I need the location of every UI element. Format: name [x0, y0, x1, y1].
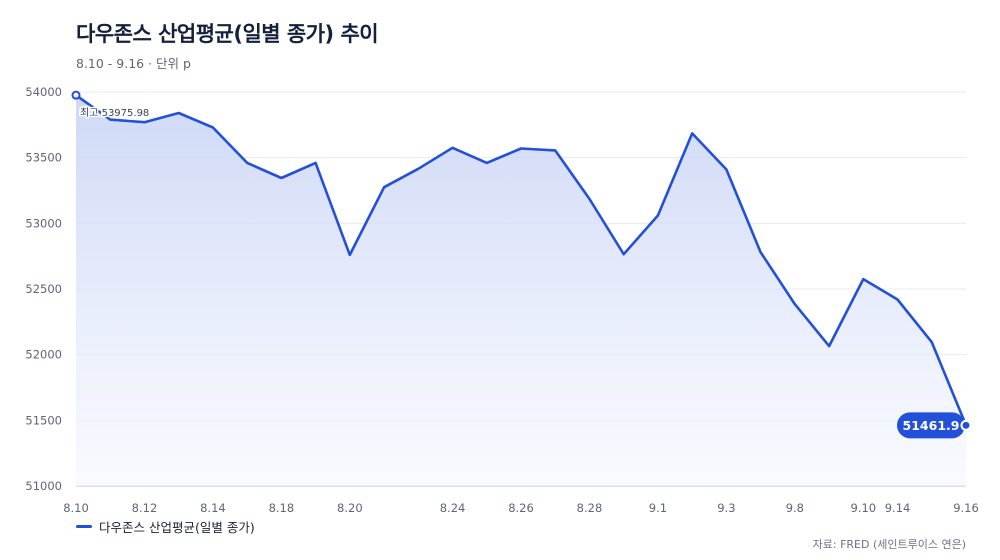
x-tick-label: 8.24	[440, 501, 466, 515]
y-tick-label: 52000	[25, 348, 62, 362]
series-line	[74, 93, 968, 427]
y-tick-label: 53500	[25, 151, 62, 165]
y-tick-label: 51500	[25, 413, 62, 427]
source-note: 자료: FRED (세인트루이스 연은)	[812, 538, 966, 551]
x-tick-label: 9.8	[786, 501, 804, 515]
x-tick-label: 8.10	[63, 501, 89, 515]
y-tick-label: 53000	[25, 216, 62, 230]
x-tick-label: 9.16	[953, 501, 979, 515]
chart-title: 다우존스 산업평균(일별 종가) 추이	[76, 22, 379, 46]
x-tick-label: 8.20	[337, 501, 363, 515]
x-tick-label: 9.3	[717, 501, 735, 515]
x-tick-label: 8.12	[132, 501, 158, 515]
x-tick-label: 8.18	[269, 501, 295, 515]
max-point-marker	[71, 90, 81, 100]
series-area	[76, 95, 966, 486]
last-point-marker	[960, 419, 972, 431]
x-tick-label: 8.28	[577, 501, 603, 515]
legend-label: 다우존스 산업평균(일별 종가)	[99, 520, 255, 535]
x-tick-label: 9.1	[649, 501, 667, 515]
x-tick-label: 8.26	[508, 501, 534, 515]
last-value-label: 51461.9	[903, 418, 960, 433]
y-tick-label: 51000	[25, 479, 62, 493]
x-tick-label: 8.14	[200, 501, 226, 515]
last-value-pill	[897, 412, 965, 439]
legend-swatch	[76, 525, 92, 528]
y-tick-label: 52500	[25, 282, 62, 296]
chart-subtitle: 8.10 - 9.16 · 단위 p	[76, 56, 191, 71]
y-tick-label: 54000	[25, 85, 62, 99]
max-value-label: 최고 53975.98	[80, 107, 149, 119]
legend: 다우존스 산업평균(일별 종가)	[76, 517, 255, 536]
x-tick-label: 9.10	[851, 501, 877, 515]
x-tick-label: 9.14	[885, 501, 911, 515]
